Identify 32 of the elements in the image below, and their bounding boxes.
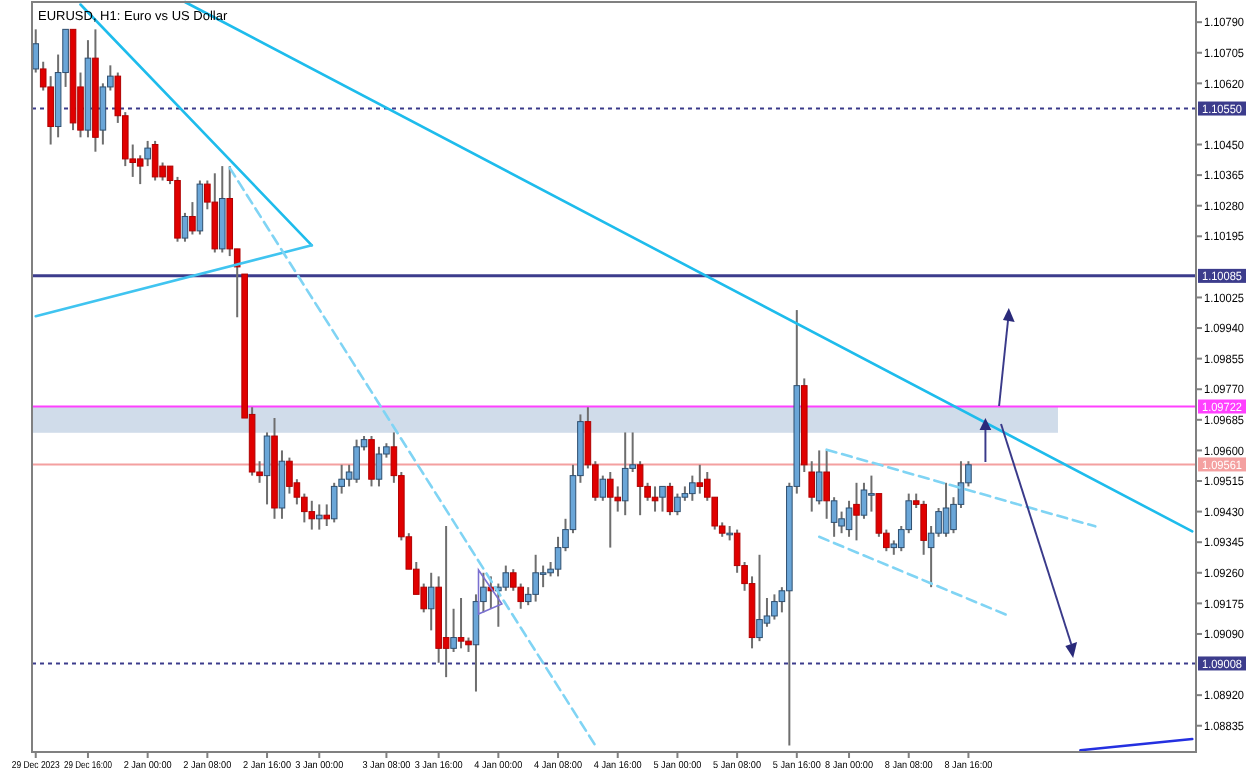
candlestick: [457, 596, 465, 650]
candlestick: [278, 449, 286, 520]
candlestick: [696, 463, 704, 495]
candlestick: [427, 571, 435, 632]
candlestick: [315, 503, 323, 531]
candlestick: [756, 553, 763, 643]
candlestick: [599, 474, 607, 502]
candlestick: [666, 481, 674, 517]
candlestick: [353, 438, 360, 484]
candlestick: [539, 564, 547, 589]
candlestick: [554, 535, 562, 578]
candlestick: [189, 201, 196, 236]
candlestick: [606, 471, 614, 549]
candlestick: [868, 474, 875, 513]
candlestick: [263, 431, 271, 506]
candlestick: [532, 553, 539, 603]
candlestick: [845, 499, 853, 538]
candlestick: [942, 481, 950, 538]
candlestick: [375, 445, 383, 488]
candlestick: [659, 485, 666, 513]
candlestick: [151, 139, 159, 182]
candlestick: [368, 435, 375, 488]
candlestick: [621, 431, 629, 517]
candlestick: [674, 492, 681, 517]
candlestick: [308, 499, 316, 531]
candlestick: [211, 172, 219, 254]
candlestick: [442, 524, 450, 679]
candlestick: [815, 449, 823, 506]
candlestick: [323, 503, 331, 527]
candlestick: [196, 179, 204, 236]
candlestick: [771, 593, 778, 621]
candlestick: [853, 481, 860, 542]
